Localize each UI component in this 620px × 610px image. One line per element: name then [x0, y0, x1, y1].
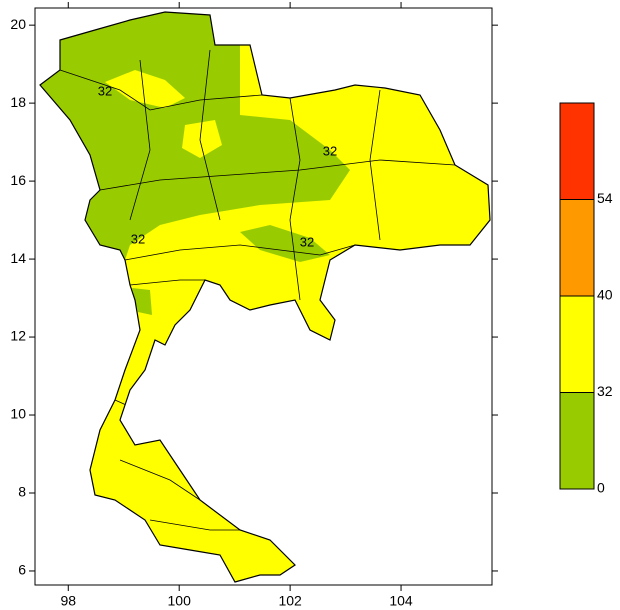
yellow-patches [105, 70, 222, 158]
x-tick-label: 102 [278, 593, 302, 609]
legend-band [559, 295, 595, 393]
contour-label: 32 [98, 83, 112, 98]
y-tick-label: 18 [10, 94, 26, 110]
legend-band [559, 392, 595, 490]
axes: 98 100 102 104 6 8 10 12 14 16 18 20 32 32 32 32 [10, 2, 498, 609]
x-tick-label: 100 [168, 593, 192, 609]
legend-band [559, 102, 595, 200]
contour-label: 32 [300, 234, 314, 249]
contour-label: 32 [323, 143, 337, 158]
legend: 0 32 40 54 [559, 102, 613, 496]
y-tick-label: 10 [10, 406, 26, 422]
contour-label: 32 [131, 231, 145, 246]
y-tick-label: 8 [18, 484, 26, 500]
legend-label: 54 [597, 190, 613, 206]
y-tick-label: 20 [10, 16, 26, 32]
legend-label: 0 [597, 480, 605, 496]
x-tick-label: 104 [389, 593, 413, 609]
legend-band [559, 199, 595, 297]
y-tick-label: 16 [10, 172, 26, 188]
y-tick-label: 14 [10, 250, 26, 266]
x-tick-label: 98 [60, 593, 76, 609]
legend-label: 40 [597, 287, 613, 303]
legend-label: 32 [597, 383, 613, 399]
y-tick-label: 6 [18, 562, 26, 578]
y-tick-label: 12 [10, 328, 26, 344]
